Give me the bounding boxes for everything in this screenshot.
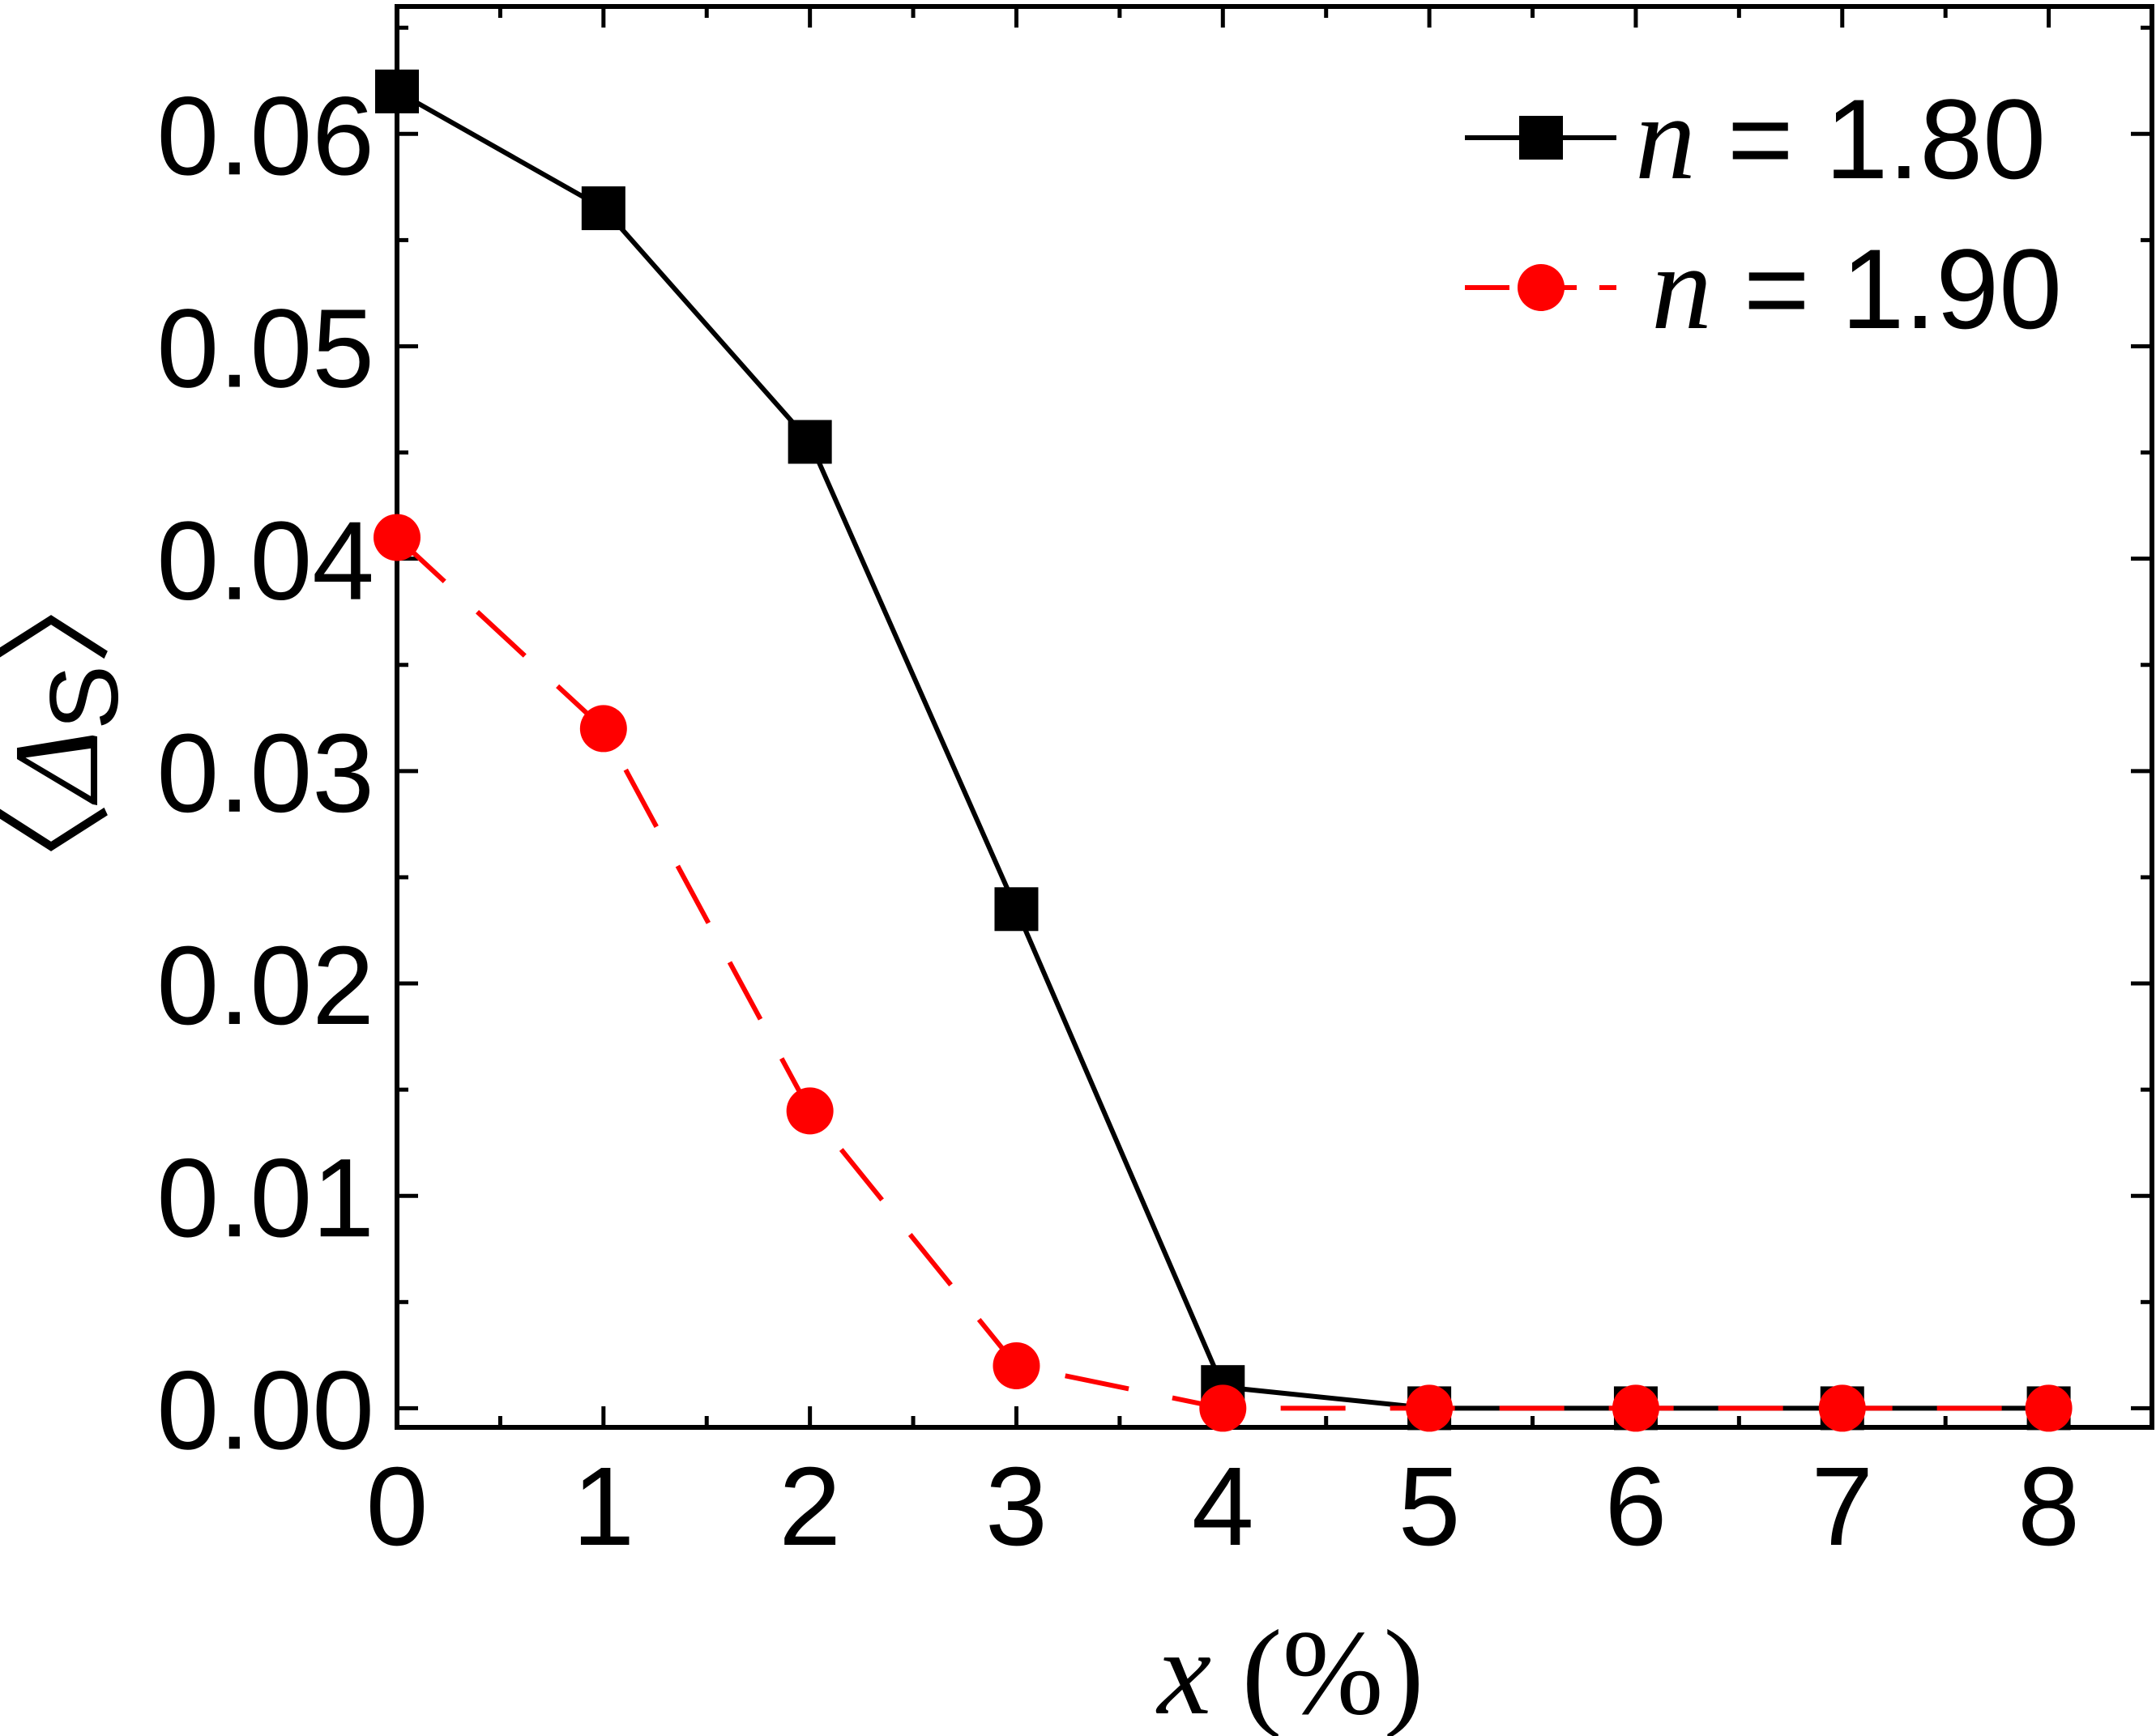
legend-marker	[1518, 264, 1565, 311]
data-point	[2025, 1384, 2073, 1432]
x-tick-label: 0	[366, 1444, 429, 1569]
data-point	[788, 420, 832, 464]
legend-label: n = 1.90	[1651, 220, 2062, 355]
y-axis-label: 〈ΔS〉	[0, 544, 139, 923]
data-point	[994, 887, 1039, 932]
y-axis-subscript: S	[30, 665, 139, 730]
series-1	[374, 514, 2073, 1432]
y-tick-label: 0.00	[156, 1348, 374, 1473]
y-tick-label: 0.02	[156, 923, 374, 1048]
data-point	[581, 186, 625, 231]
legend-label-value: = 1.80	[1696, 75, 2046, 203]
data-point	[374, 514, 421, 561]
data-point	[1612, 1384, 1659, 1432]
y-tick-label: 0.04	[156, 499, 374, 624]
data-point	[375, 69, 419, 113]
y-tick-label: 0.03	[156, 711, 374, 836]
x-tick-label: 5	[1398, 1444, 1461, 1569]
data-point	[1406, 1384, 1454, 1432]
y-tick-label: 0.01	[156, 1136, 374, 1260]
x-axis-label: x (%)	[1156, 1606, 1424, 1736]
legend-label-value: = 1.90	[1712, 225, 2062, 352]
series-line	[395, 535, 2049, 1411]
x-axis-unit: (%)	[1211, 1606, 1424, 1736]
x-axis-var: x	[1156, 1606, 1212, 1736]
x-tick-label: 1	[572, 1444, 634, 1569]
legend-item: n = 1.90	[1465, 220, 2062, 355]
data-point	[579, 705, 627, 753]
series-layer	[374, 69, 2073, 1432]
data-point	[1818, 1384, 1866, 1432]
x-tick-label: 3	[985, 1444, 1048, 1569]
axis-tick-labels: 0 1 2 3 4 5 6 7 8 0.00 0.01 0.02 0.03 0.04 0.05 0.06	[156, 74, 2080, 1569]
y-axis-left-bracket: 〈	[0, 801, 124, 923]
data-point	[786, 1087, 834, 1135]
axis-ticks	[395, 6, 2152, 1427]
plot-frame	[395, 4, 2154, 1430]
y-axis-right-bracket: 〉	[0, 544, 124, 665]
data-point	[993, 1341, 1040, 1389]
y-axis-var: Δ	[0, 730, 124, 805]
legend-label: n = 1.80	[1635, 70, 2046, 205]
x-tick-label: 6	[1605, 1444, 1667, 1569]
y-tick-label: 0.05	[156, 286, 374, 411]
x-tick-label: 4	[1192, 1444, 1254, 1569]
x-tick-label: 7	[1811, 1444, 1873, 1569]
x-tick-label: 2	[779, 1444, 841, 1569]
legend-marker	[1519, 116, 1563, 160]
data-point	[1199, 1384, 1247, 1432]
x-tick-label: 8	[2017, 1444, 2080, 1569]
y-tick-label: 0.06	[156, 74, 374, 198]
legend-label-var: n	[1651, 220, 1712, 355]
legend-item: n = 1.80	[1465, 70, 2046, 205]
legend: n = 1.80n = 1.90	[1465, 70, 2062, 355]
legend-label-var: n	[1635, 70, 1696, 205]
